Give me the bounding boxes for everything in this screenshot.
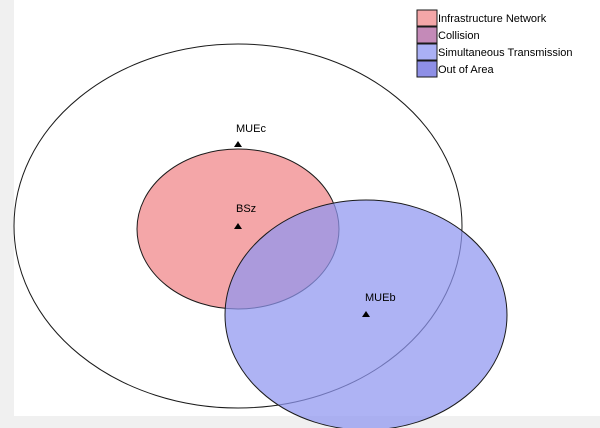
legend-label-out-of-area: Out of Area [438,64,495,76]
legend-swatch-infrastructure [416,9,438,27]
legend-swatch-simultaneous [416,43,438,61]
mue-c-label: MUEc [236,123,266,135]
legend-label-collision: Collision [438,30,480,42]
mue-b-marker [362,311,370,317]
mue-b-label: MUEb [365,292,396,304]
legend-swatch-collision [416,26,438,44]
legend: Infrastructure Network Collision Simulta… [416,9,573,78]
mue-c-marker [234,141,242,147]
bs-z-label: BSz [236,203,256,215]
legend-label-simultaneous: Simultaneous Transmission [438,47,573,59]
outer-range-circle [13,43,463,409]
legend-swatch-out-of-area [416,60,438,78]
bs-z-marker [234,223,242,229]
legend-label-infrastructure: Infrastructure Network [438,13,547,25]
